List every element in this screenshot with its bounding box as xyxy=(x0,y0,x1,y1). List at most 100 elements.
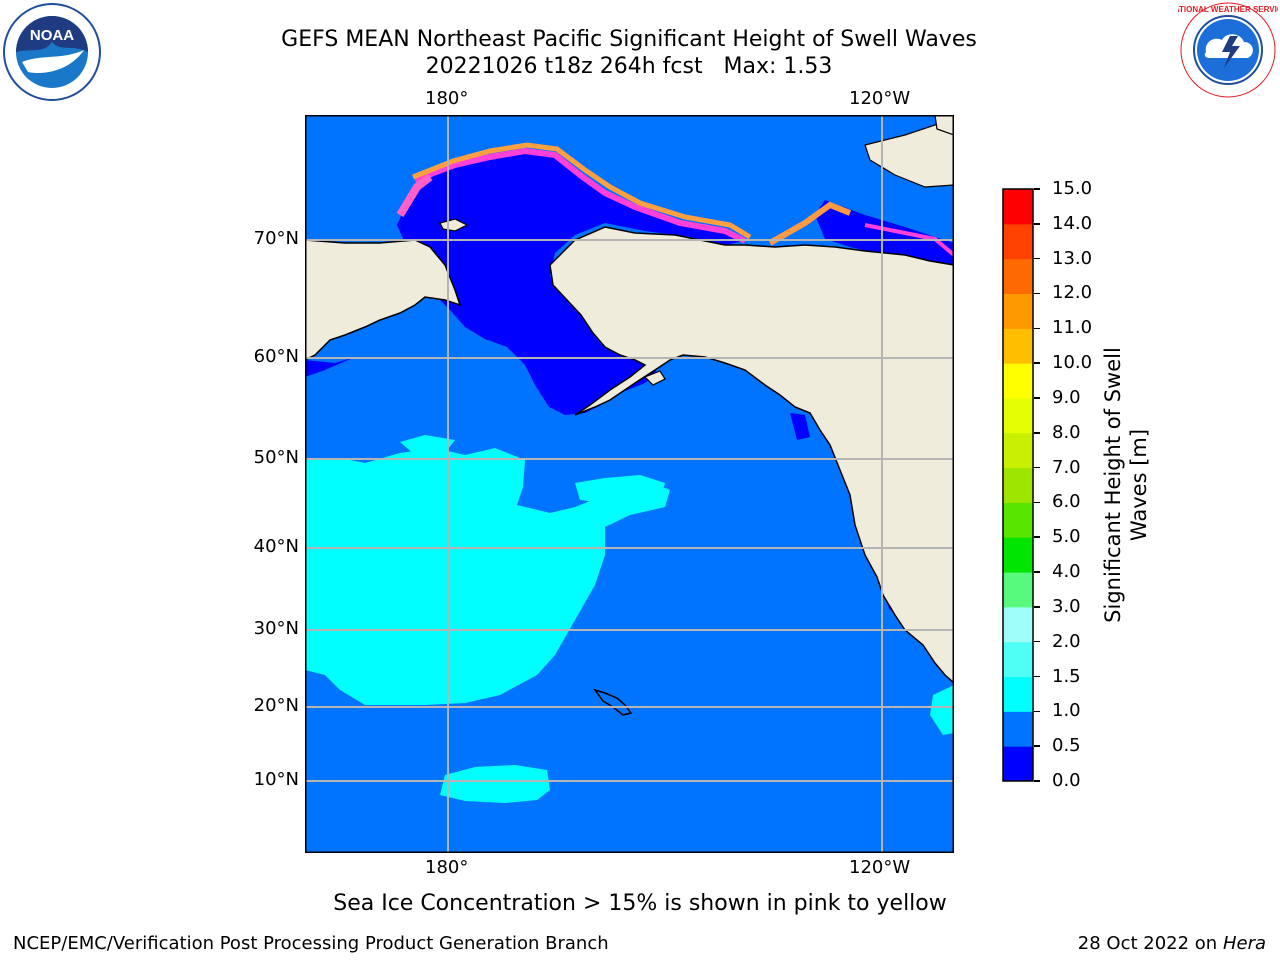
sea-ice-edge-west xyxy=(396,173,433,218)
swell-region-cyan-south xyxy=(440,765,550,803)
colorbar-segment xyxy=(1003,293,1033,329)
lon-label-top-180: 180° xyxy=(425,88,469,109)
map-gridlines xyxy=(305,115,954,853)
lat-label-10n: 10°N xyxy=(253,769,299,790)
colorbar-segment xyxy=(1003,606,1033,643)
colorbar-label-line2: Waves [m] xyxy=(1127,428,1151,542)
swell-region-cyan-north xyxy=(400,435,455,455)
colorbar-tick-mark xyxy=(1034,606,1040,608)
colorbar-tick-label: 5.0 xyxy=(1052,526,1081,548)
colorbar-tick-label: 6.0 xyxy=(1052,491,1081,513)
colorbar-tick-label: 7.0 xyxy=(1052,456,1081,478)
footer-date-text: 28 Oct 2022 on xyxy=(1077,933,1223,954)
swell-region-cyan-baja xyxy=(930,685,954,735)
colorbar-segment xyxy=(1003,746,1033,782)
colorbar-segment xyxy=(1003,258,1033,294)
land-arctic-island-2 xyxy=(934,115,954,136)
colorbar-segment xyxy=(1003,467,1033,503)
colorbar-tick-mark xyxy=(1034,675,1040,678)
colorbar-tick-mark xyxy=(1034,501,1040,504)
lon-label-top-120w: 120°W xyxy=(849,88,911,109)
land-st-lawrence-island xyxy=(439,218,469,232)
colorbar-segment xyxy=(1003,189,1033,225)
colorbar-tick-mark xyxy=(1034,223,1040,225)
lon-label-bottom-120w: 120°W xyxy=(849,857,911,878)
land-kodiak xyxy=(643,370,666,386)
noaa-logo-text: NOAA xyxy=(30,27,74,44)
colorbar-segment xyxy=(1003,676,1033,712)
colorbar-border xyxy=(1002,188,1034,782)
lat-label-60n: 60°N xyxy=(253,346,299,367)
colorbar-tick-mark xyxy=(1034,640,1040,643)
colorbar-segment xyxy=(1003,711,1033,747)
colorbar-tick-label: 0.5 xyxy=(1052,735,1081,757)
colorbar xyxy=(1002,188,1034,782)
lat-label-50n: 50°N xyxy=(253,447,299,468)
colorbar-segment xyxy=(1003,502,1033,538)
colorbar-tick-label: 8.0 xyxy=(1052,421,1081,443)
nws-logo-text: NATIONAL WEATHER SERVICE xyxy=(1178,5,1278,14)
low-swell-beaufort xyxy=(815,200,954,265)
colorbar-tick-mark xyxy=(1034,188,1040,190)
colorbar-tick-mark xyxy=(1034,780,1040,782)
colorbar-segment xyxy=(1003,641,1033,678)
land-arctic-island-1 xyxy=(864,122,954,188)
colorbar-tick-label: 11.0 xyxy=(1052,317,1093,339)
land-alaska-canada xyxy=(549,226,954,685)
colorbar-tick-mark xyxy=(1034,466,1040,469)
lat-label-40n: 40°N xyxy=(253,536,299,557)
colorbar-label-line1: Significant Height of Swell xyxy=(1101,347,1125,623)
lon-label-bottom-180: 180° xyxy=(425,857,469,878)
sea-ice-edge-beaufort xyxy=(768,201,852,246)
colorbar-tick-label: 14.0 xyxy=(1052,212,1093,234)
colorbar-segment xyxy=(1003,328,1033,364)
colorbar-tick-mark xyxy=(1034,397,1040,399)
colorbar-segment xyxy=(1003,397,1033,434)
colorbar-tick-label: 12.0 xyxy=(1052,282,1093,304)
lat-label-20n: 20°N xyxy=(253,695,299,716)
chart-subtitle: 20221026 t18z 264h fcst Max: 1.53 xyxy=(425,54,833,79)
swell-region-cyan-east xyxy=(575,475,665,503)
land-hawaii xyxy=(593,688,633,716)
colorbar-tick-label: 1.0 xyxy=(1052,700,1081,722)
colorbar-tick-mark xyxy=(1034,571,1040,573)
colorbar-tick-label: 15.0 xyxy=(1052,178,1093,199)
colorbar-segment xyxy=(1003,572,1033,608)
colorbar-segment xyxy=(1003,223,1033,260)
sea-ice-edge-arctic-islands xyxy=(864,223,954,257)
colorbar-tick-mark xyxy=(1034,362,1040,364)
low-swell-chukchi xyxy=(397,151,745,415)
colorbar-tick-label: 0.0 xyxy=(1052,770,1081,791)
colorbar-tick-label: 1.5 xyxy=(1052,665,1081,687)
noaa-logo: NOAA xyxy=(3,3,101,101)
colorbar-tick-mark xyxy=(1034,327,1040,330)
national-weather-service-logo: NATIONAL WEATHER SERVICE xyxy=(1178,2,1278,98)
colorbar-tick-label: 2.0 xyxy=(1052,630,1081,652)
colorbar-tick-label: 3.0 xyxy=(1052,595,1081,617)
footer-date: 28 Oct 2022 on Hera xyxy=(1078,933,1266,955)
sea-ice-edge-chukchi xyxy=(413,147,747,244)
chart-title: GEFS MEAN Northeast Pacific Significant … xyxy=(281,27,977,52)
sea-ice-caption: Sea Ice Concentration > 15% is shown in … xyxy=(333,891,947,916)
colorbar-label: Significant Height of Swell Waves [m] xyxy=(1100,325,1160,645)
map-panel xyxy=(305,115,954,853)
footer-branch: NCEP/EMC/Verification Post Processing Pr… xyxy=(13,933,609,954)
footer-host: Hera xyxy=(1222,933,1266,954)
colorbar-tick-mark xyxy=(1034,710,1040,713)
colorbar-tick-mark xyxy=(1034,432,1040,434)
colorbar-tick-label: 4.0 xyxy=(1052,561,1081,583)
colorbar-tick-label: 9.0 xyxy=(1052,386,1081,408)
swell-region-cyan-west xyxy=(305,448,670,705)
lat-label-70n: 70°N xyxy=(253,228,299,249)
colorbar-segment xyxy=(1003,537,1033,573)
colorbar-tick-mark xyxy=(1034,536,1040,538)
sea-ice-edge-chukchi-outer xyxy=(412,142,752,240)
colorbar-tick-label: 10.0 xyxy=(1052,352,1093,374)
colorbar-tick-label: 13.0 xyxy=(1052,247,1093,269)
low-swell-vancouver xyxy=(790,413,810,440)
lat-label-30n: 30°N xyxy=(253,618,299,639)
colorbar-segment xyxy=(1003,432,1033,469)
colorbar-tick-mark xyxy=(1034,292,1040,295)
colorbar-tick-mark xyxy=(1034,257,1040,260)
colorbar-tick-mark xyxy=(1034,745,1040,747)
